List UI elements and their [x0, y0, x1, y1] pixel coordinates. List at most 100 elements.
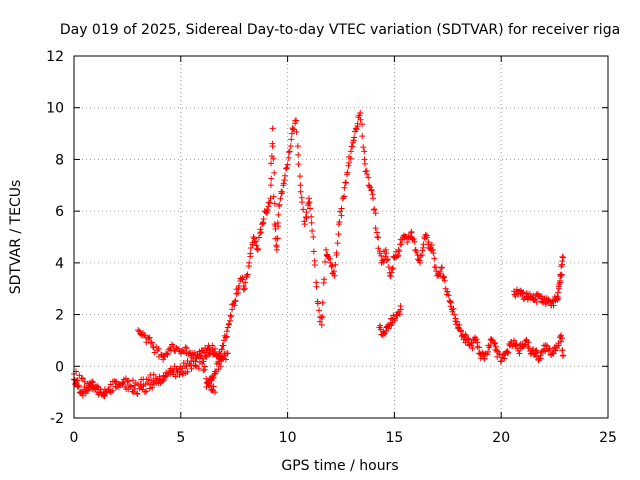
data-point	[142, 381, 149, 388]
data-point	[533, 298, 540, 305]
data-point	[265, 199, 272, 206]
data-point	[441, 277, 448, 284]
data-point	[160, 356, 167, 363]
data-point	[79, 375, 86, 382]
data-point	[387, 273, 394, 280]
data-point	[146, 334, 153, 341]
data-point	[264, 206, 271, 213]
data-point	[97, 386, 104, 393]
data-point	[281, 176, 288, 183]
y-tick-label: -2	[50, 411, 64, 427]
data-point	[231, 298, 238, 305]
data-point	[546, 345, 553, 352]
data-point	[124, 378, 131, 385]
data-point	[176, 371, 183, 378]
data-point	[247, 245, 254, 252]
data-point	[309, 228, 316, 235]
data-point	[170, 343, 177, 350]
y-axis-label: SDTVAR / TECUs	[8, 180, 24, 295]
data-point	[200, 367, 207, 374]
data-point	[338, 212, 345, 219]
data-point	[193, 355, 200, 362]
x-tick-label: 5	[176, 430, 185, 446]
y-tick-label: 12	[46, 49, 64, 65]
data-point	[395, 246, 402, 253]
data-point	[149, 384, 156, 391]
data-point	[84, 387, 91, 394]
data-point	[372, 225, 379, 232]
data-point	[408, 228, 415, 235]
data-point	[286, 148, 293, 155]
data-point	[209, 342, 216, 349]
data-point	[267, 182, 274, 189]
data-point	[310, 234, 317, 240]
data-point	[308, 213, 315, 220]
data-point	[504, 350, 511, 357]
data-point	[431, 255, 438, 262]
data-point	[270, 155, 277, 162]
data-point	[328, 263, 335, 270]
data-point	[452, 315, 459, 322]
data-point	[343, 179, 350, 186]
data-point	[179, 370, 186, 377]
data-point	[195, 365, 202, 372]
data-point	[255, 234, 262, 241]
data-point	[321, 276, 328, 283]
data-point	[164, 351, 171, 358]
data-point	[349, 143, 356, 150]
data-point	[554, 289, 561, 296]
data-point	[301, 221, 308, 228]
data-point	[447, 299, 454, 306]
data-point	[391, 317, 398, 324]
x-axis-label: GPS time / hours	[281, 458, 398, 474]
data-point	[143, 388, 150, 395]
data-point	[180, 349, 187, 356]
data-point	[215, 366, 222, 373]
data-point	[533, 353, 540, 360]
data-point	[318, 321, 325, 328]
data-point	[294, 143, 301, 150]
data-point	[325, 254, 332, 261]
data-point	[370, 195, 377, 202]
data-point	[525, 344, 532, 351]
data-point	[383, 250, 390, 257]
data-point	[492, 343, 499, 350]
data-point	[404, 239, 411, 246]
data-point	[232, 297, 239, 304]
data-point	[122, 375, 129, 382]
data-point	[182, 344, 189, 351]
data-point	[511, 337, 518, 344]
data-point	[316, 318, 323, 325]
chart-title: Day 019 of 2025, Sidereal Day-to-day VTE…	[60, 22, 620, 38]
data-point	[210, 374, 217, 381]
data-point	[378, 252, 385, 259]
x-tick-label: 0	[70, 430, 79, 446]
data-point	[557, 338, 564, 345]
data-point	[498, 358, 505, 365]
data-point	[303, 214, 310, 221]
data-point	[331, 272, 338, 279]
data-point	[493, 347, 500, 354]
data-point	[396, 311, 403, 318]
data-point	[410, 235, 417, 242]
data-point	[107, 381, 114, 388]
data-point	[210, 383, 217, 390]
data-point	[246, 259, 253, 266]
data-point	[440, 274, 447, 281]
data-point	[323, 246, 330, 253]
data-point	[375, 245, 382, 252]
data-point	[274, 235, 281, 242]
data-point	[208, 387, 215, 394]
data-point	[357, 109, 364, 116]
data-point	[241, 285, 248, 292]
data-point	[311, 261, 318, 268]
data-point	[351, 134, 358, 141]
data-point	[75, 382, 82, 389]
data-point	[103, 389, 110, 396]
data-point	[303, 209, 310, 216]
data-point	[180, 360, 187, 367]
data-point	[260, 215, 267, 222]
data-point	[243, 274, 250, 281]
data-point	[119, 380, 126, 387]
data-point	[192, 362, 199, 369]
